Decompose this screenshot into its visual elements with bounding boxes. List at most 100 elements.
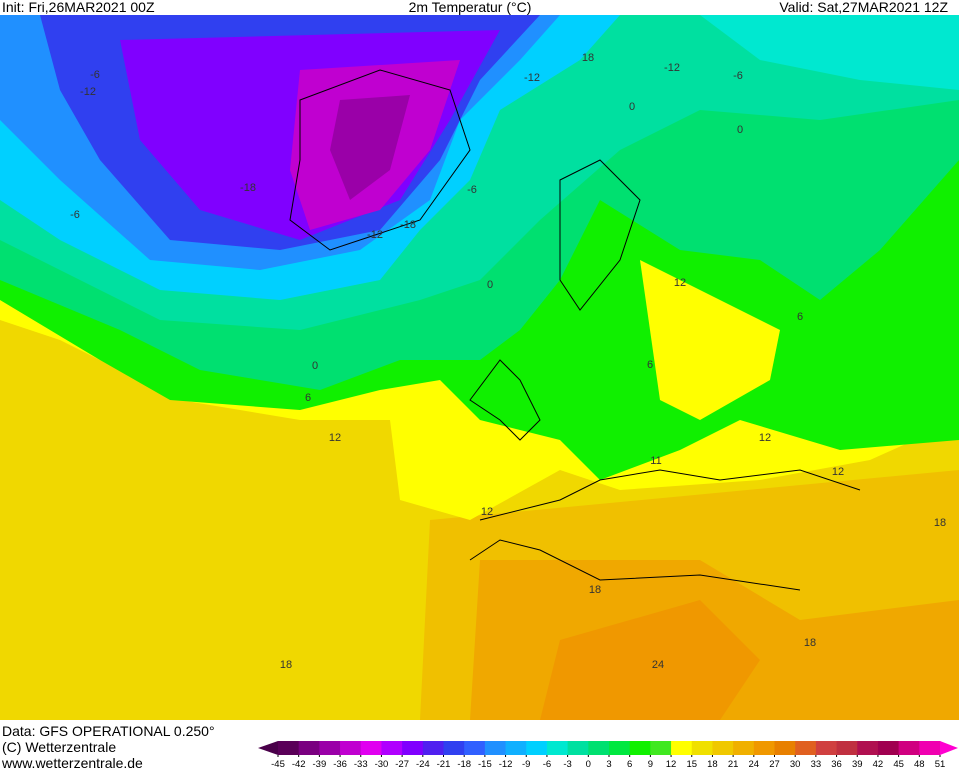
colorbar-segment bbox=[402, 741, 424, 755]
colorbar-label: -45 bbox=[271, 759, 285, 770]
contour-label: 11 bbox=[650, 455, 661, 467]
colorbar-label: 36 bbox=[831, 759, 842, 770]
colorbar-segment bbox=[381, 741, 403, 755]
colorbar-segment bbox=[505, 741, 527, 755]
data-source: Data: GFS OPERATIONAL 0.250° bbox=[2, 723, 215, 739]
colorbar-segment bbox=[691, 741, 713, 755]
colorbar-label: 9 bbox=[648, 759, 653, 770]
contour-labels: -6 -12 -18 -12 -18 -6 0 0 6 12 -6 18 -12… bbox=[70, 52, 946, 671]
colorbar-label: -21 bbox=[437, 759, 451, 770]
colorbar-label: 15 bbox=[686, 759, 697, 770]
colorbar-segment bbox=[795, 741, 817, 755]
colorbar-label: -15 bbox=[478, 759, 492, 770]
contour-label: -18 bbox=[240, 182, 256, 194]
colorbar-segment bbox=[836, 741, 858, 755]
contour-label: 12 bbox=[674, 277, 686, 289]
contour-label: -6 bbox=[70, 209, 80, 221]
header-bar bbox=[0, 0, 959, 15]
colorbar-segment bbox=[298, 741, 320, 755]
contour-label: 6 bbox=[797, 311, 803, 323]
contour-label: 18 bbox=[280, 659, 292, 671]
contour-label: 6 bbox=[305, 392, 311, 404]
colorbar-arrow bbox=[940, 741, 958, 755]
colorbar-label: -36 bbox=[333, 759, 347, 770]
contour-label: -6 bbox=[467, 184, 477, 196]
temperature-field bbox=[0, 15, 959, 720]
init-time: Init: Fri,26MAR2021 00Z bbox=[2, 0, 155, 15]
colorbar-label: 30 bbox=[790, 759, 801, 770]
contour-label: 18 bbox=[934, 517, 946, 529]
colorbar-segment bbox=[340, 741, 362, 755]
contour-label: 18 bbox=[582, 52, 594, 64]
contour-label: 6 bbox=[647, 359, 653, 371]
colorbar-arrow bbox=[258, 741, 278, 755]
colorbar-label: 24 bbox=[749, 759, 760, 770]
colorbar-segment bbox=[671, 741, 693, 755]
valid-time: Valid: Sat,27MAR2021 12Z bbox=[779, 0, 948, 15]
colorbar-label: -9 bbox=[522, 759, 530, 770]
contour-label: 12 bbox=[832, 466, 844, 478]
contour-label: -12 bbox=[80, 86, 96, 98]
colorbar-segment bbox=[629, 741, 651, 755]
colorbar-label: 39 bbox=[852, 759, 863, 770]
colorbar-label: 6 bbox=[627, 759, 632, 770]
contour-label: 0 bbox=[487, 279, 493, 291]
colorbar-label: -12 bbox=[499, 759, 513, 770]
colorbar-segment bbox=[857, 741, 879, 755]
colorbar-label: -39 bbox=[313, 759, 327, 770]
contour-label: 0 bbox=[312, 360, 318, 372]
colorbar-segment bbox=[484, 741, 507, 755]
colorbar-segment bbox=[815, 741, 838, 755]
colorbar-label: -24 bbox=[416, 759, 430, 770]
colorbar-segment bbox=[733, 741, 755, 755]
colorbar-segment bbox=[278, 741, 300, 755]
site-url: www.wetterzentrale.de bbox=[1, 755, 143, 770]
colorbar-segment bbox=[753, 741, 775, 755]
colorbar-label: 18 bbox=[707, 759, 718, 770]
colorbar-label: 27 bbox=[769, 759, 780, 770]
colorbar-label: -18 bbox=[457, 759, 471, 770]
colorbar-segment bbox=[588, 741, 610, 755]
colorbar-segment bbox=[712, 741, 734, 755]
colorbar-label: 45 bbox=[893, 759, 904, 770]
colorbar-label: 3 bbox=[606, 759, 611, 770]
colorbar-segment bbox=[877, 741, 900, 755]
colorbar-label: 0 bbox=[586, 759, 591, 770]
colorbar-segment bbox=[526, 741, 548, 755]
contour-label: 18 bbox=[804, 637, 816, 649]
colorbar-label: -42 bbox=[292, 759, 306, 770]
colorbar-segment bbox=[422, 741, 444, 755]
colorbar-label: -30 bbox=[375, 759, 389, 770]
contour-label: -6 bbox=[90, 69, 100, 81]
colorbar-segment bbox=[464, 741, 486, 755]
colorbar-segment bbox=[609, 741, 631, 755]
contour-label: 0 bbox=[629, 101, 635, 113]
colorbar-label: 42 bbox=[873, 759, 884, 770]
colorbar-label: -6 bbox=[543, 759, 551, 770]
colorbar-segment bbox=[774, 741, 796, 755]
map-title: 2m Temperatur (°C) bbox=[409, 0, 532, 15]
colorbar-label: -27 bbox=[395, 759, 409, 770]
colorbar-segment bbox=[443, 741, 465, 755]
colorbar-segment bbox=[319, 741, 341, 755]
colorbar-label: 21 bbox=[728, 759, 739, 770]
colorbar-segment bbox=[360, 741, 382, 755]
contour-label: 12 bbox=[481, 506, 493, 518]
colorbar-segment bbox=[650, 741, 672, 755]
colorbar: -45 -42 -39 -36 -33 -30 -27 -24 -21 -18 -15 -12 -9 -6… bbox=[258, 741, 958, 770]
contour-label: -12 bbox=[664, 62, 680, 74]
contour-label: 0 bbox=[737, 124, 743, 136]
colorbar-label: 33 bbox=[811, 759, 822, 770]
contour-label: 12 bbox=[329, 432, 341, 444]
colorbar-label: -3 bbox=[563, 759, 571, 770]
colorbar-label: -33 bbox=[354, 759, 368, 770]
colorbar-label: 51 bbox=[935, 759, 946, 770]
colorbar-segment bbox=[919, 741, 941, 755]
contour-label: -6 bbox=[733, 70, 743, 82]
colorbar-segment bbox=[546, 741, 569, 755]
contour-label: -18 bbox=[400, 219, 416, 231]
colorbar-label: 48 bbox=[914, 759, 925, 770]
colorbar-segment bbox=[898, 741, 920, 755]
contour-label: 24 bbox=[652, 659, 664, 671]
